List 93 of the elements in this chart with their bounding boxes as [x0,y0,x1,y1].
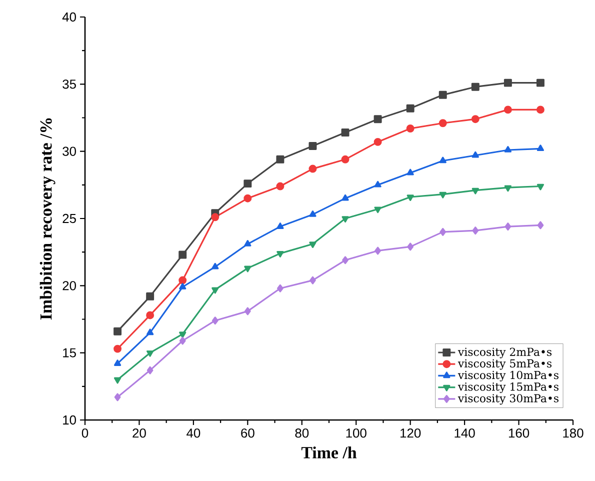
point [114,327,122,336]
legend-label: viscosity 30mPa•s [458,394,558,405]
point [179,332,186,338]
point [504,78,512,87]
point [536,106,544,114]
x-tick-label: 60 [241,428,254,438]
point [504,106,512,114]
point [374,138,382,146]
point [146,328,154,336]
point [276,182,284,190]
point [440,228,446,236]
point [244,266,252,272]
y-tick-label: 20 [62,281,76,290]
point [276,251,284,258]
point [308,164,317,173]
y-tick-label: 40 [62,12,76,22]
point [536,144,544,152]
point [309,242,316,248]
point [471,115,480,124]
point [146,311,154,320]
point [374,180,382,188]
x-tick-label: 160 [508,428,530,438]
point [342,256,348,264]
point [114,344,122,353]
point [472,188,479,194]
point [472,151,479,158]
point [179,336,186,345]
point [244,307,251,316]
point [212,287,219,294]
x-tick-label: 20 [132,428,146,438]
x-tick-label: 180 [563,428,584,438]
point [342,216,349,222]
point [114,377,122,384]
point [212,316,218,325]
point [178,250,187,259]
point [341,128,350,137]
point [178,276,187,284]
point [146,350,154,357]
point [146,292,154,300]
point [439,192,446,198]
legend-label: viscosity 10mPa•s [458,370,558,382]
point [504,185,512,192]
point [438,90,447,99]
point [277,284,284,292]
point [504,146,512,152]
point [536,78,544,87]
y-tick-label: 25 [62,214,76,224]
point [309,210,316,217]
point [504,222,512,231]
point [472,226,479,235]
point [406,124,414,132]
point [212,262,219,270]
point [308,142,317,150]
point [341,155,350,164]
x-tick-label: 0 [82,428,88,438]
legend-label: viscosity 5mPa•s [458,359,552,370]
y-tick-label: 30 [62,146,76,156]
point [407,242,414,251]
point [406,194,414,201]
point [244,194,252,202]
point [406,168,414,176]
point [374,206,382,214]
point [439,156,446,164]
point [114,393,121,402]
point [374,246,381,255]
legend-label: viscosity 15mPa•s [458,382,558,394]
point [471,82,480,91]
point [536,184,544,190]
point [438,119,447,128]
point [146,366,154,374]
point [276,222,284,229]
x-tick-label: 40 [186,428,200,438]
point [342,194,349,201]
x-tick-label: 120 [400,428,421,438]
point [244,240,252,246]
point [406,104,414,112]
legend-label: viscosity 2mPa•s [458,348,552,358]
point [244,180,252,188]
point [276,155,284,164]
point [374,115,382,124]
x-tick-label: 100 [346,428,366,438]
y-axis-title: Imbibition recovery rate /% [40,118,56,320]
x-tick-label: 140 [454,428,475,438]
x-tick-label: 80 [295,428,309,438]
point [310,276,316,284]
point [211,213,220,222]
point [114,360,122,366]
y-tick-label: 10 [63,415,76,425]
y-tick-label: 35 [62,80,76,89]
point [537,221,544,230]
y-tick-label: 15 [63,348,76,358]
point [179,283,186,290]
x-axis-title: Time /h [301,446,357,458]
